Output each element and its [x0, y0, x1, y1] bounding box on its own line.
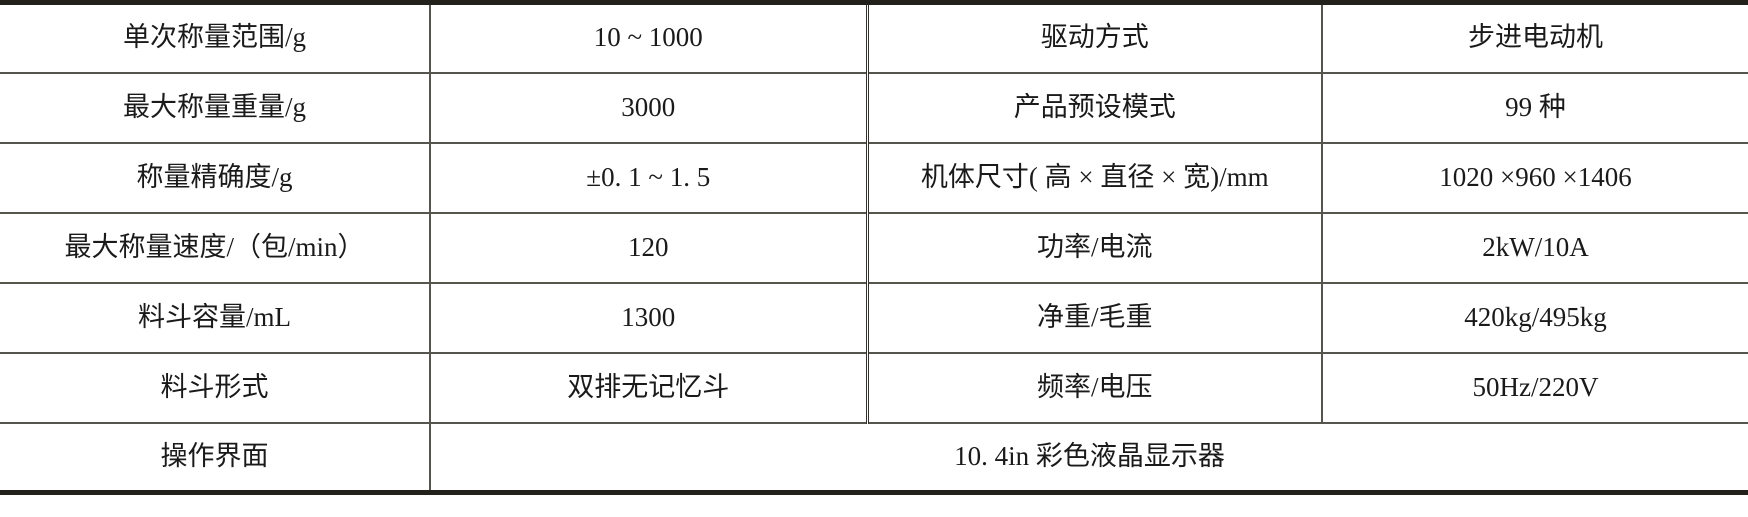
cell-text: 料斗容量/mL [138, 301, 291, 332]
row-3-right-value: 1020 ×960 ×1406 [1321, 141, 1748, 214]
row-3-left-value: ±0. 1 ~ 1. 5 [429, 141, 869, 214]
row-4-left-value: 120 [429, 211, 869, 284]
row-4-right-value: 2kW/10A [1321, 211, 1748, 284]
row-6-left-label: 料斗形式 [0, 351, 431, 424]
cell-text: 120 [628, 231, 669, 262]
row-4-left-label: 最大称量速度/（包/min） [0, 211, 431, 284]
row-7-left-label: 操作界面 [0, 421, 431, 493]
cell-text: 频率/电压 [1036, 371, 1153, 402]
row-4-right-label: 功率/电流 [866, 211, 1323, 284]
cell-text: 产品预设模式 [1013, 91, 1176, 122]
cell-text: 50Hz/220V [1472, 371, 1599, 402]
row-1-right-label: 驱动方式 [866, 2, 1323, 74]
cell-text: 10. 4in 彩色液晶显示器 [954, 440, 1225, 471]
cell-text: 机体尺寸( 高 × 直径 × 宽)/mm [920, 161, 1269, 192]
cell-text: 功率/电流 [1036, 231, 1153, 262]
cell-text: 10 ~ 1000 [593, 22, 703, 53]
row-6-right-label: 频率/电压 [866, 351, 1323, 424]
row-7-merged-value: 10. 4in 彩色液晶显示器 [429, 421, 1748, 493]
cell-text: 单次称量范围/g [122, 22, 306, 53]
cell-text: 1300 [621, 301, 676, 332]
row-2-left-label: 最大称量重量/g [0, 71, 431, 144]
cell-text: 420kg/495kg [1464, 301, 1607, 332]
row-3-right-label: 机体尺寸( 高 × 直径 × 宽)/mm [866, 141, 1323, 214]
table-body: 单次称量范围/g 10 ~ 1000 驱动方式 步进电动机 最大称量重量/g 3… [0, 2, 1748, 493]
cell-text: 3000 [621, 91, 676, 122]
cell-text: 驱动方式 [1040, 22, 1149, 53]
row-5-left-label: 料斗容量/mL [0, 281, 431, 354]
row-1-left-value: 10 ~ 1000 [429, 2, 869, 74]
row-6-right-value: 50Hz/220V [1321, 351, 1748, 424]
table-row: 操作界面 10. 4in 彩色液晶显示器 [0, 421, 1748, 493]
cell-text: 操作界面 [160, 440, 269, 471]
cell-text: 99 种 [1505, 91, 1566, 122]
row-2-left-value: 3000 [429, 71, 869, 144]
cell-text: 净重/毛重 [1036, 301, 1153, 332]
table-row: 最大称量速度/（包/min） 120 功率/电流 2kW/10A [0, 211, 1748, 284]
table-row: 料斗容量/mL 1300 净重/毛重 420kg/495kg [0, 281, 1748, 354]
cell-text: 料斗形式 [160, 371, 269, 402]
cell-text: 最大称量重量/g [122, 91, 306, 122]
table-row: 最大称量重量/g 3000 产品预设模式 99 种 [0, 71, 1748, 144]
row-1-left-label: 单次称量范围/g [0, 2, 431, 74]
row-1-right-value: 步进电动机 [1321, 2, 1748, 74]
row-5-left-value: 1300 [429, 281, 869, 354]
table-row: 单次称量范围/g 10 ~ 1000 驱动方式 步进电动机 [0, 2, 1748, 74]
cell-text: 最大称量速度/（包/min） [64, 231, 365, 262]
cell-text: 1020 ×960 ×1406 [1439, 161, 1632, 192]
row-5-right-label: 净重/毛重 [866, 281, 1323, 354]
row-3-left-label: 称量精确度/g [0, 141, 431, 214]
cell-text: 2kW/10A [1482, 231, 1589, 262]
cell-text: 双排无记忆斗 [567, 371, 730, 402]
table-row: 称量精确度/g ±0. 1 ~ 1. 5 机体尺寸( 高 × 直径 × 宽)/m… [0, 141, 1748, 214]
row-6-left-value: 双排无记忆斗 [429, 351, 869, 424]
cell-text: ±0. 1 ~ 1. 5 [586, 161, 711, 192]
row-2-right-label: 产品预设模式 [866, 71, 1323, 144]
table-row: 料斗形式 双排无记忆斗 频率/电压 50Hz/220V [0, 351, 1748, 424]
cell-text: 称量精确度/g [136, 161, 293, 192]
row-2-right-value: 99 种 [1321, 71, 1748, 144]
specification-table: 单次称量范围/g 10 ~ 1000 驱动方式 步进电动机 最大称量重量/g 3… [0, 0, 1748, 495]
cell-text: 步进电动机 [1468, 22, 1603, 53]
row-5-right-value: 420kg/495kg [1321, 281, 1748, 354]
